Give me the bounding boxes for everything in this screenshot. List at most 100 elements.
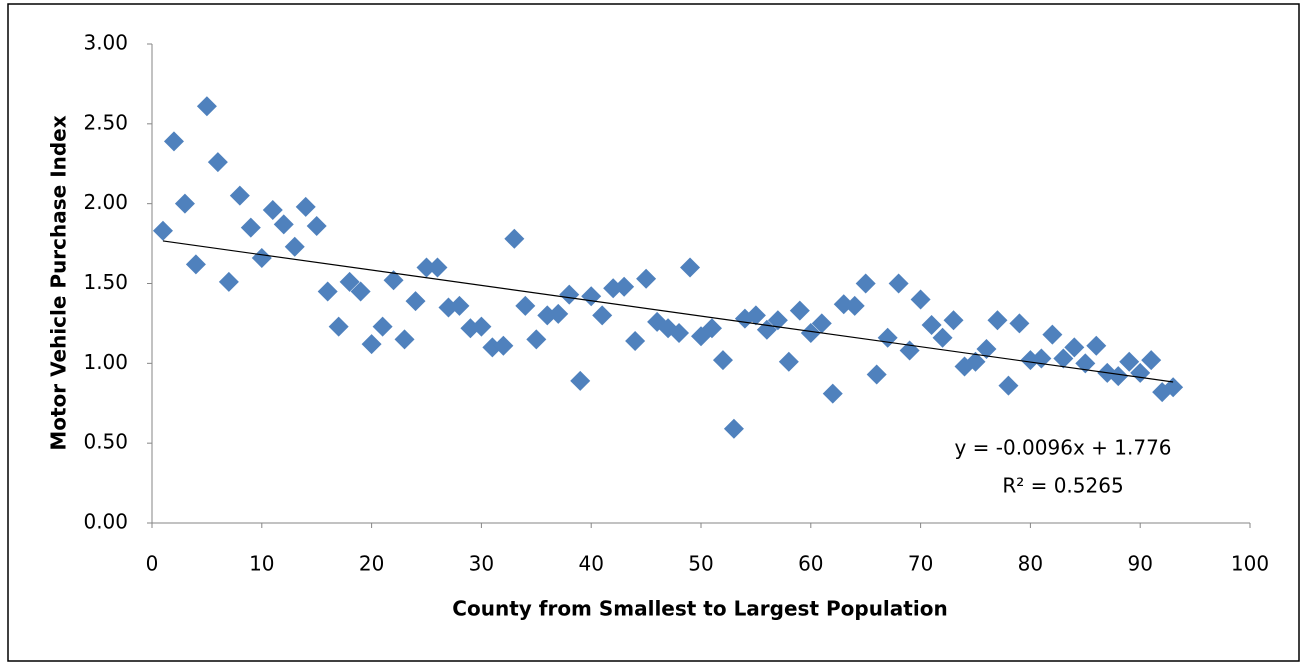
- point: [1141, 350, 1162, 371]
- y-axis-title: Motor Vehicle Purchase Index: [47, 115, 71, 450]
- y-tick-label: 1.50: [83, 270, 128, 294]
- point: [229, 185, 250, 206]
- x-tick-label: 20: [359, 552, 384, 576]
- point: [383, 270, 404, 291]
- point: [712, 350, 733, 371]
- chart-frame: [7, 3, 1300, 662]
- point: [1108, 366, 1129, 387]
- point: [449, 295, 470, 316]
- point: [240, 217, 261, 238]
- point: [207, 152, 228, 173]
- trendline-equation: y = -0.0096x + 1.776: [954, 436, 1171, 460]
- y-tick-label: 2.00: [83, 190, 128, 214]
- point: [680, 257, 701, 278]
- point: [570, 370, 591, 391]
- x-tick-label: 0: [146, 552, 159, 576]
- point: [789, 300, 810, 321]
- y-tick-label: 0.00: [83, 510, 128, 534]
- x-tick-label: 10: [249, 552, 274, 576]
- point: [987, 310, 1008, 331]
- point: [504, 228, 525, 249]
- point: [251, 247, 272, 268]
- point: [877, 327, 898, 348]
- point: [866, 364, 887, 385]
- point: [350, 281, 371, 302]
- point: [1119, 351, 1140, 372]
- x-tick-label: 60: [798, 552, 823, 576]
- point: [636, 268, 657, 289]
- point: [1053, 348, 1074, 369]
- point: [910, 289, 931, 310]
- point: [295, 196, 316, 217]
- point: [1086, 335, 1107, 356]
- point: [745, 305, 766, 326]
- y-tick-label: 0.50: [83, 430, 128, 454]
- point: [581, 286, 602, 307]
- point: [844, 295, 865, 316]
- point: [723, 418, 744, 439]
- point: [559, 284, 580, 305]
- point: [1009, 313, 1030, 334]
- point: [1075, 353, 1096, 374]
- x-tick-label: 40: [578, 552, 603, 576]
- point: [822, 383, 843, 404]
- point: [284, 236, 305, 257]
- point: [976, 338, 997, 359]
- point: [701, 318, 722, 339]
- point: [592, 305, 613, 326]
- point: [185, 254, 206, 275]
- point: [372, 316, 393, 337]
- point: [1064, 337, 1085, 358]
- trendline: [162, 240, 1174, 383]
- point: [163, 131, 184, 152]
- point: [811, 313, 832, 334]
- point: [306, 216, 327, 237]
- point: [405, 291, 426, 312]
- point: [899, 340, 920, 361]
- x-tick-label: 80: [1018, 552, 1043, 576]
- y-tick-label: 2.50: [83, 110, 128, 134]
- point: [152, 220, 173, 241]
- x-axis-title: County from Smallest to Largest Populati…: [452, 597, 947, 621]
- point: [526, 329, 547, 350]
- point: [361, 334, 382, 355]
- point: [778, 351, 799, 372]
- point: [515, 295, 536, 316]
- point: [965, 351, 986, 372]
- point: [394, 329, 415, 350]
- point: [493, 335, 514, 356]
- x-tick-label: 90: [1127, 552, 1152, 576]
- x-tick-label: 50: [688, 552, 713, 576]
- point: [669, 322, 690, 343]
- point: [196, 96, 217, 117]
- point: [548, 303, 569, 324]
- point: [921, 315, 942, 336]
- y-tick-label: 1.00: [83, 350, 128, 374]
- point: [855, 273, 876, 294]
- point: [943, 310, 964, 331]
- x-tick-label: 30: [469, 552, 494, 576]
- point: [625, 330, 646, 351]
- trendline-r2: R² = 0.5265: [1002, 474, 1123, 498]
- point: [932, 327, 953, 348]
- point: [273, 214, 294, 235]
- point: [262, 200, 283, 221]
- point: [800, 322, 821, 343]
- point: [427, 257, 448, 278]
- point: [317, 281, 338, 302]
- point: [174, 193, 195, 214]
- point: [998, 375, 1019, 396]
- y-tick-label: 3.00: [83, 31, 128, 55]
- point: [218, 271, 239, 292]
- point: [1163, 377, 1184, 398]
- point: [339, 271, 360, 292]
- point: [416, 257, 437, 278]
- point: [767, 310, 788, 331]
- point: [328, 316, 349, 337]
- x-tick-label: 100: [1231, 552, 1269, 576]
- point: [1042, 324, 1063, 345]
- point: [1031, 348, 1052, 369]
- point: [614, 276, 635, 297]
- point: [471, 316, 492, 337]
